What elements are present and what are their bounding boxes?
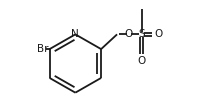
Text: Br: Br: [36, 44, 48, 54]
Text: O: O: [137, 56, 145, 66]
Text: N: N: [71, 29, 79, 39]
Text: O: O: [154, 29, 162, 39]
Text: O: O: [124, 29, 132, 39]
Text: S: S: [138, 29, 144, 39]
